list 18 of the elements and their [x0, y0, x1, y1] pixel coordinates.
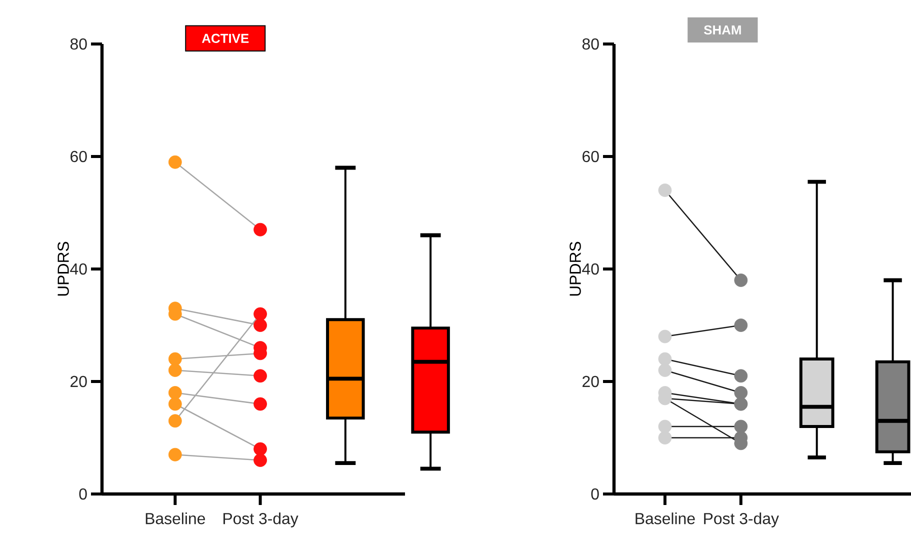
- y-tick-label: 80: [582, 38, 599, 50]
- x-tick-label: Post 3-day: [223, 512, 298, 528]
- y-tick-label: 80: [70, 38, 87, 50]
- y-tick-label: 60: [70, 150, 87, 162]
- x-tick-label: Baseline: [146, 512, 205, 524]
- y-tick-label: 20: [70, 376, 87, 388]
- x-tick-label: Baseline: [636, 512, 695, 524]
- y-axis-title: UPDRS: [58, 242, 69, 296]
- x-tick-label: Post 3-day: [704, 512, 779, 528]
- y-tick-label: 60: [582, 150, 599, 162]
- chart-title: SHAM: [704, 25, 741, 35]
- y-tick-label: 40: [582, 263, 599, 275]
- y-axis-title: UPDRS: [570, 242, 581, 296]
- y-tick-label: 0: [591, 488, 599, 500]
- chart-title: ACTIVE: [202, 34, 249, 43]
- y-tick-label: 20: [582, 376, 599, 388]
- y-tick-label: 40: [70, 263, 87, 275]
- y-tick-label: 0: [79, 488, 87, 500]
